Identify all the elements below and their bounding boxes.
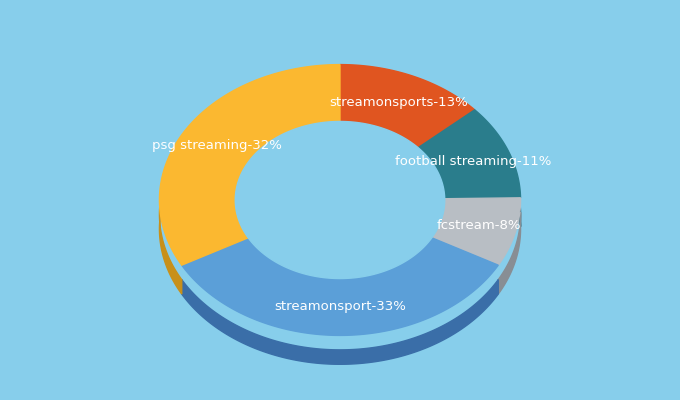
Polygon shape [159,79,340,294]
Polygon shape [418,162,445,228]
Polygon shape [340,79,475,139]
Polygon shape [182,238,498,336]
Polygon shape [432,198,521,265]
Polygon shape [182,280,498,364]
Polygon shape [340,136,418,176]
Text: psg streaming-32%: psg streaming-32% [152,139,282,152]
Text: football streaming-11%: football streaming-11% [394,154,551,168]
Text: streamonsports-13%: streamonsports-13% [329,96,468,109]
Polygon shape [418,110,520,199]
Text: fcstream-8%: fcstream-8% [436,219,521,232]
Polygon shape [340,64,475,148]
Polygon shape [498,212,521,294]
Text: streamonsport-33%: streamonsport-33% [274,300,406,314]
Polygon shape [235,136,340,267]
Polygon shape [432,213,445,267]
Polygon shape [235,122,445,278]
Polygon shape [159,64,340,265]
Polygon shape [248,252,432,308]
Polygon shape [475,124,520,227]
